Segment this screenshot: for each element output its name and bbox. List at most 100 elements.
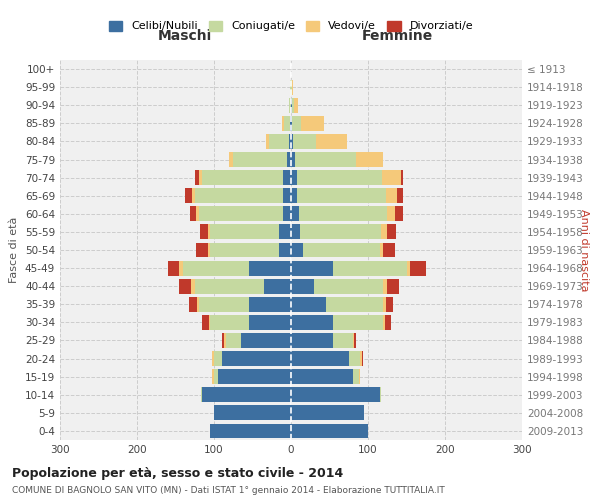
Bar: [395, 206, 403, 221]
Bar: [214, 406, 291, 420]
Bar: [383, 297, 386, 312]
Bar: [168, 260, 179, 276]
Bar: [410, 260, 426, 276]
Bar: [264, 279, 291, 293]
Bar: [326, 297, 383, 312]
Bar: [208, 242, 210, 258]
Bar: [200, 224, 208, 240]
Bar: [266, 134, 269, 149]
Legend: Celibi/Nubili, Coniugati/e, Vedovi/e, Divorziati/e: Celibi/Nubili, Coniugati/e, Vedovi/e, Di…: [104, 16, 478, 36]
Bar: [202, 388, 291, 402]
Bar: [387, 224, 397, 240]
Bar: [214, 351, 222, 366]
Bar: [353, 369, 359, 384]
Bar: [349, 351, 360, 366]
Bar: [386, 297, 394, 312]
Bar: [291, 333, 334, 348]
Bar: [222, 351, 291, 366]
Bar: [291, 206, 299, 221]
Bar: [380, 242, 383, 258]
Bar: [210, 315, 248, 330]
Bar: [290, 80, 291, 94]
Bar: [269, 134, 289, 149]
Bar: [291, 369, 353, 384]
Text: Maschi: Maschi: [158, 29, 212, 43]
Bar: [383, 315, 385, 330]
Bar: [316, 134, 347, 149]
Bar: [407, 260, 410, 276]
Bar: [314, 279, 383, 293]
Bar: [282, 116, 284, 131]
Bar: [297, 170, 382, 185]
Y-axis label: Anni di nascita: Anni di nascita: [579, 209, 589, 291]
Bar: [191, 279, 195, 293]
Bar: [212, 369, 214, 384]
Bar: [291, 170, 297, 185]
Bar: [233, 152, 287, 167]
Bar: [190, 297, 197, 312]
Bar: [386, 188, 397, 203]
Bar: [289, 98, 291, 112]
Bar: [223, 333, 224, 348]
Bar: [199, 297, 248, 312]
Bar: [202, 170, 283, 185]
Bar: [334, 315, 383, 330]
Bar: [283, 206, 291, 221]
Bar: [199, 170, 202, 185]
Bar: [283, 188, 291, 203]
Bar: [197, 297, 199, 312]
Bar: [210, 224, 280, 240]
Bar: [201, 388, 202, 402]
Bar: [291, 388, 380, 402]
Bar: [299, 206, 387, 221]
Bar: [208, 224, 210, 240]
Bar: [292, 98, 294, 112]
Bar: [248, 260, 291, 276]
Bar: [292, 80, 293, 94]
Bar: [291, 134, 293, 149]
Bar: [353, 333, 354, 348]
Bar: [397, 188, 403, 203]
Bar: [291, 188, 297, 203]
Bar: [381, 224, 387, 240]
Bar: [241, 333, 291, 348]
Bar: [195, 188, 283, 203]
Bar: [301, 116, 324, 131]
Bar: [226, 333, 241, 348]
Bar: [293, 134, 316, 149]
Bar: [209, 315, 210, 330]
Bar: [387, 279, 399, 293]
Bar: [334, 260, 407, 276]
Bar: [291, 297, 326, 312]
Bar: [387, 206, 395, 221]
Bar: [380, 388, 381, 402]
Bar: [291, 424, 368, 438]
Bar: [199, 206, 283, 221]
Bar: [224, 333, 226, 348]
Bar: [291, 80, 292, 94]
Bar: [291, 260, 334, 276]
Bar: [280, 242, 291, 258]
Bar: [179, 279, 191, 293]
Bar: [302, 242, 380, 258]
Bar: [284, 116, 290, 131]
Bar: [354, 333, 356, 348]
Bar: [248, 297, 291, 312]
Text: COMUNE DI BAGNOLO SAN VITO (MN) - Dati ISTAT 1° gennaio 2014 - Elaborazione TUTT: COMUNE DI BAGNOLO SAN VITO (MN) - Dati I…: [12, 486, 445, 495]
Bar: [292, 116, 301, 131]
Bar: [383, 242, 395, 258]
Bar: [295, 152, 356, 167]
Text: Popolazione per età, sesso e stato civile - 2014: Popolazione per età, sesso e stato civil…: [12, 468, 343, 480]
Bar: [300, 224, 381, 240]
Bar: [294, 98, 298, 112]
Bar: [214, 369, 218, 384]
Bar: [383, 279, 387, 293]
Bar: [291, 242, 302, 258]
Bar: [291, 279, 314, 293]
Bar: [195, 279, 264, 293]
Bar: [190, 206, 196, 221]
Y-axis label: Fasce di età: Fasce di età: [10, 217, 19, 283]
Bar: [210, 242, 280, 258]
Bar: [291, 224, 300, 240]
Bar: [193, 188, 195, 203]
